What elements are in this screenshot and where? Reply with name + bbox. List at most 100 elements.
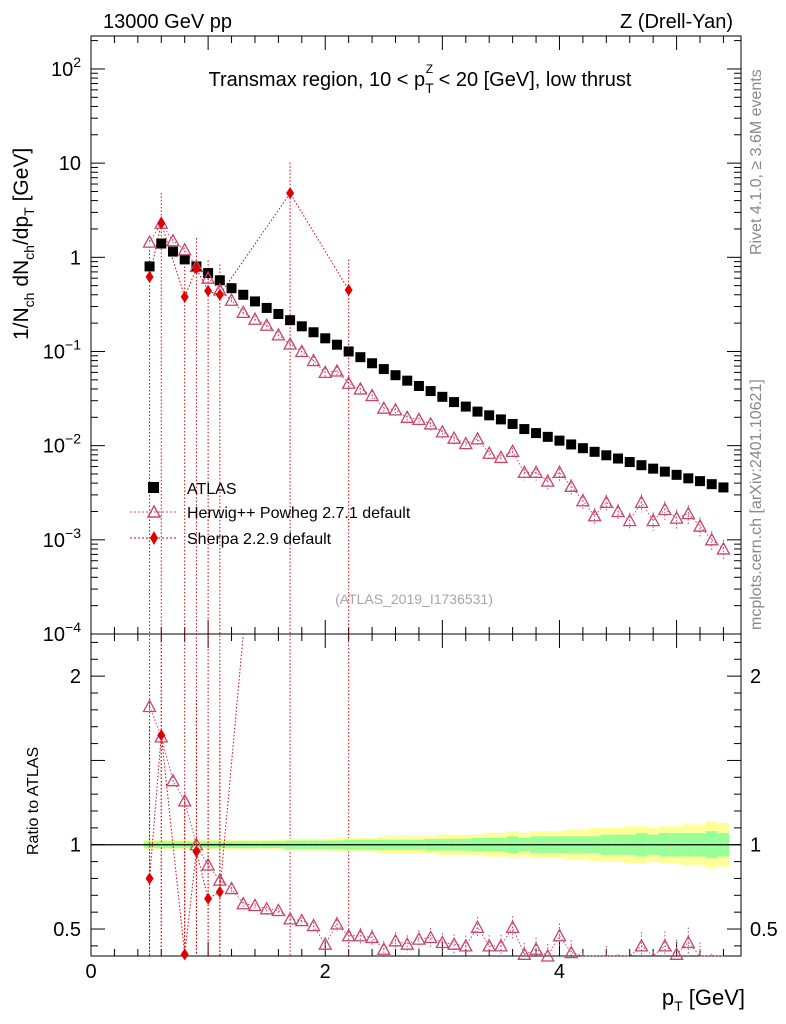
y-tick-label: 10−1	[43, 336, 81, 363]
atlas-point	[648, 463, 659, 474]
herwig-point	[716, 541, 731, 555]
ratio-herwig-point	[271, 903, 286, 917]
header-left: 13000 GeV pp	[103, 11, 232, 33]
atlas-point	[460, 401, 471, 412]
herwig-point	[446, 430, 462, 444]
ratio-herwig-point	[353, 928, 368, 942]
atlas-point	[425, 386, 436, 397]
main-panel: 102 10 1 10−1 10−2 10−3 10−4	[43, 35, 742, 956]
atlas-point	[320, 333, 331, 344]
atlas-point	[167, 246, 178, 257]
ratio-sherpa-point	[145, 872, 154, 885]
herwig-point	[575, 493, 590, 507]
ratio-herwig-point	[259, 901, 274, 915]
sherpa-point	[157, 217, 166, 230]
herwig-point	[552, 465, 567, 479]
herwig-point	[681, 506, 696, 520]
y-tick-label: 10−3	[43, 525, 81, 552]
atlas-point	[331, 339, 342, 350]
ratio-herwig-point	[540, 948, 555, 962]
ratio-herwig-point	[482, 938, 497, 952]
herwig-point	[271, 327, 286, 341]
ratio-herwig-point	[142, 699, 157, 713]
ratio-herwig-point	[341, 928, 356, 942]
ratio-tick-label: 1	[70, 835, 81, 857]
ratio-herwig-point	[364, 930, 380, 944]
atlas-point	[449, 397, 460, 408]
herwig-point	[388, 402, 403, 416]
herwig-point	[610, 504, 626, 518]
herwig-point	[294, 344, 309, 358]
atlas-point	[636, 460, 647, 471]
herwig-point	[528, 465, 544, 479]
sherpa-point	[344, 283, 353, 296]
atlas-point	[589, 446, 600, 457]
atlas-point	[285, 315, 296, 326]
atlas-point	[296, 321, 307, 332]
ratio-herwig-line	[149, 706, 724, 957]
atlas-point	[179, 254, 190, 265]
atlas-point	[378, 364, 389, 375]
herwig-point	[458, 436, 473, 450]
legend-herwig-marker	[146, 504, 162, 518]
ratio-herwig-point	[446, 936, 462, 950]
atlas-point	[402, 375, 413, 386]
ratio-herwig-point	[318, 936, 333, 950]
legend: ATLAS Herwig++ Powheg 2.7.1 default Sher…	[130, 481, 411, 548]
ratio-herwig-point	[435, 935, 450, 949]
atlas-point	[706, 479, 717, 490]
atlas-point	[566, 439, 577, 450]
atlas-point	[542, 431, 553, 442]
ratio-herwig-point	[552, 928, 567, 942]
atlas-point	[238, 289, 249, 300]
ratio-herwig-point	[236, 896, 251, 910]
ratio-herwig-point	[329, 916, 345, 930]
herwig-point	[400, 409, 415, 423]
herwig-point	[201, 270, 216, 284]
herwig-point	[493, 450, 509, 464]
ratio-herwig-point	[388, 933, 403, 947]
ratio-herwig-point	[224, 881, 239, 895]
ratio-frame	[90, 633, 742, 957]
x-tick-label: 2	[320, 961, 331, 983]
atlas-point	[437, 391, 448, 402]
ratio-tick-label-right: 1	[750, 835, 761, 857]
atlas-point	[495, 414, 506, 425]
sherpa-point	[204, 284, 213, 297]
ratio-herwig-point	[657, 938, 672, 952]
atlas-point	[390, 370, 401, 381]
atlas-point	[531, 428, 542, 439]
ratio-tick-label-right: 0.5	[750, 919, 778, 941]
ratio-herwig-point	[283, 911, 298, 925]
ratio-sherpa-point	[192, 845, 201, 858]
ratio-herwig-point	[470, 919, 485, 933]
ratio-herwig-point	[423, 930, 438, 944]
herwig-point	[669, 510, 684, 524]
ratio-herwig-point	[634, 938, 649, 952]
herwig-point	[423, 416, 438, 430]
legend-atlas-marker	[148, 482, 159, 493]
atlas-point	[695, 476, 706, 487]
legend-sherpa-marker	[150, 531, 158, 545]
herwig-point	[587, 508, 602, 522]
herwig-point	[376, 400, 391, 414]
atlas-point	[718, 482, 729, 493]
atlas-point	[273, 309, 284, 320]
atlas-point	[683, 473, 694, 484]
plot-title: Transmax region, 10 < pTZ < 20 [GeV], lo…	[209, 62, 632, 96]
x-tick-label: 4	[554, 961, 565, 983]
herwig-point	[318, 365, 333, 379]
atlas-point	[343, 346, 354, 357]
herwig-point	[435, 424, 450, 438]
ratio-herwig-point	[681, 935, 696, 949]
atlas-point	[308, 327, 319, 338]
herwig-point	[236, 305, 251, 319]
y-tick-label: 10−2	[43, 431, 81, 458]
atlas-point	[413, 380, 424, 391]
ratio-sherpa-point	[204, 892, 213, 905]
herwig-point	[564, 478, 579, 492]
analysis-watermark: (ATLAS_2019_I1736531)	[335, 591, 493, 607]
herwig-point	[177, 242, 192, 256]
atlas-point	[144, 261, 155, 272]
atlas-point	[367, 358, 378, 369]
